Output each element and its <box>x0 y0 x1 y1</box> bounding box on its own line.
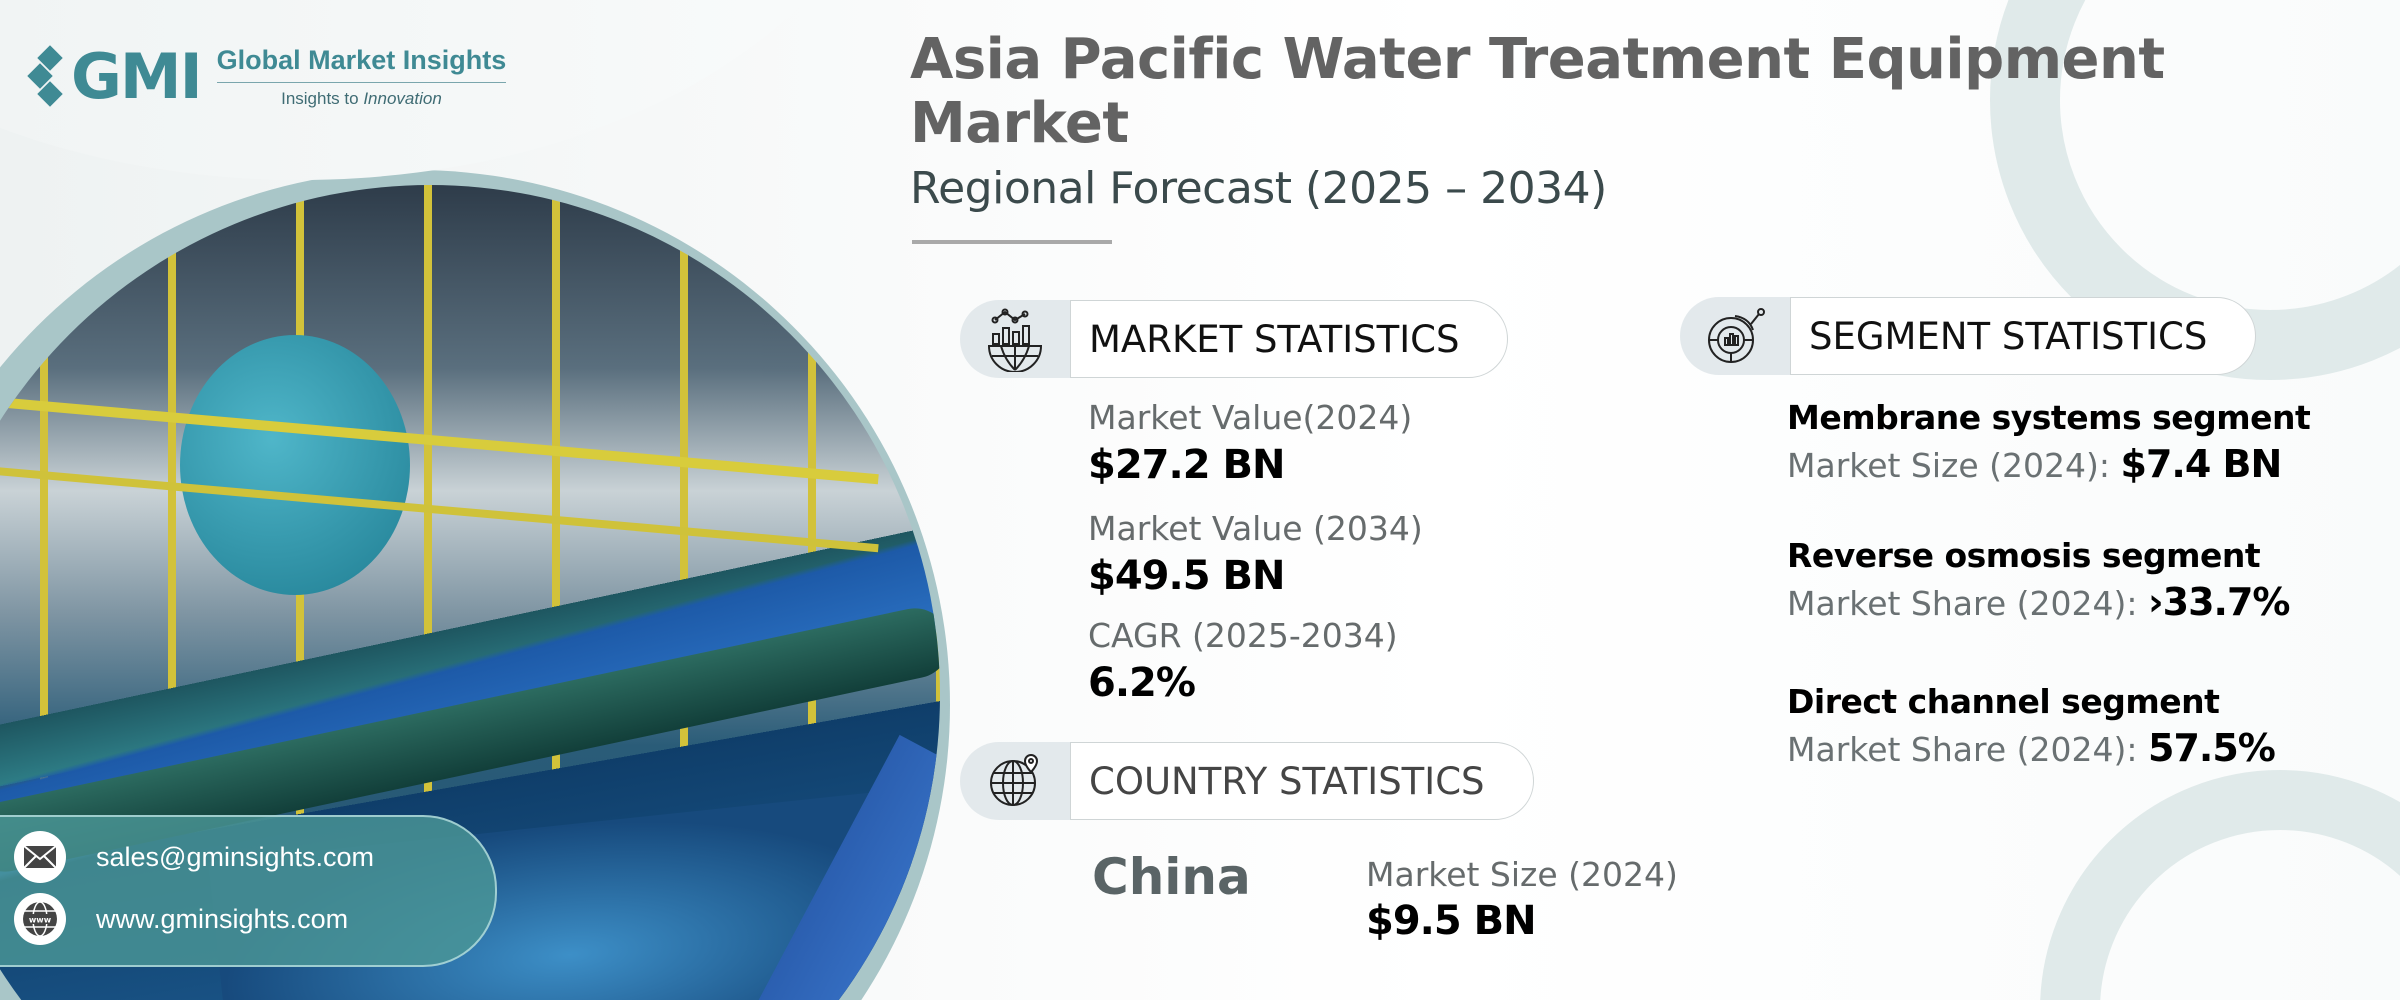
segment-line-membrane: Market Size (2024): $7.4 BN <box>1787 442 2283 486</box>
decorative-arc-bottom <box>2040 770 2400 1000</box>
segment-value-membrane: $7.4 BN <box>2120 442 2283 486</box>
chart-globe-icon <box>960 300 1070 378</box>
segment-title-reverse-osmosis: Reverse osmosis segment <box>1787 536 2261 575</box>
segment-value-reverse-osmosis: ›33.7% <box>2148 580 2290 624</box>
globe-pin-icon <box>960 742 1070 820</box>
contact-email[interactable]: sales@gminsights.com <box>14 831 374 883</box>
cagr-label: CAGR (2025-2034) <box>1088 616 1398 655</box>
country-statistics-heading: COUNTRY STATISTICS <box>1070 742 1534 820</box>
market-value-2024: $27.2 BN <box>1088 442 1285 488</box>
envelope-icon <box>14 831 66 883</box>
email-link[interactable]: sales@gminsights.com <box>96 841 375 872</box>
brand-name: Global Market Insights <box>216 45 507 83</box>
country-market-size-label: Market Size (2024) <box>1366 855 1678 894</box>
svg-text:www: www <box>29 916 52 925</box>
market-value-2034: $49.5 BN <box>1088 553 1285 599</box>
country-statistics-header: COUNTRY STATISTICS <box>960 742 1534 820</box>
website-link[interactable]: www.gminsights.com <box>96 903 349 934</box>
page-subtitle: Regional Forecast (2025 – 2034) <box>910 163 1607 214</box>
segment-line-direct-channel: Market Share (2024): 57.5% <box>1787 726 2276 770</box>
segment-line-reverse-osmosis: Market Share (2024): ›33.7% <box>1787 580 2290 624</box>
segment-chart-icon <box>1680 297 1790 375</box>
contact-panel: sales@gminsights.com www www.gminsights.… <box>0 815 497 967</box>
page-title: Asia Pacific Water Treatment Equipment M… <box>910 27 2165 156</box>
market-statistics-heading: MARKET STATISTICS <box>1070 300 1509 378</box>
segment-statistics-heading: SEGMENT STATISTICS <box>1790 297 2257 375</box>
contact-website[interactable]: www www.gminsights.com <box>14 893 348 945</box>
market-value-2034-label: Market Value (2034) <box>1088 509 1423 548</box>
segment-statistics-header: SEGMENT STATISTICS <box>1680 297 2257 375</box>
country-name: China <box>1092 848 1251 906</box>
gmi-logo[interactable]: GMI Global Market Insights Insights to I… <box>27 40 507 113</box>
brand-tagline: Insights to Innovation <box>281 89 442 108</box>
country-market-size-value: $9.5 BN <box>1366 898 1537 944</box>
logo-mark: GMI <box>27 40 203 113</box>
globe-www-icon: www <box>14 893 66 945</box>
market-statistics-header: MARKET STATISTICS <box>960 300 1509 378</box>
segment-value-direct-channel: 57.5% <box>2148 726 2276 770</box>
segment-title-membrane: Membrane systems segment <box>1787 398 2311 437</box>
segment-title-direct-channel: Direct channel segment <box>1787 682 2220 721</box>
title-divider <box>912 240 1112 244</box>
cagr-value: 6.2% <box>1088 660 1196 706</box>
market-value-2024-label: Market Value(2024) <box>1088 398 1413 437</box>
diamonds-icon <box>27 45 65 107</box>
logo-letters: GMI <box>71 40 203 113</box>
